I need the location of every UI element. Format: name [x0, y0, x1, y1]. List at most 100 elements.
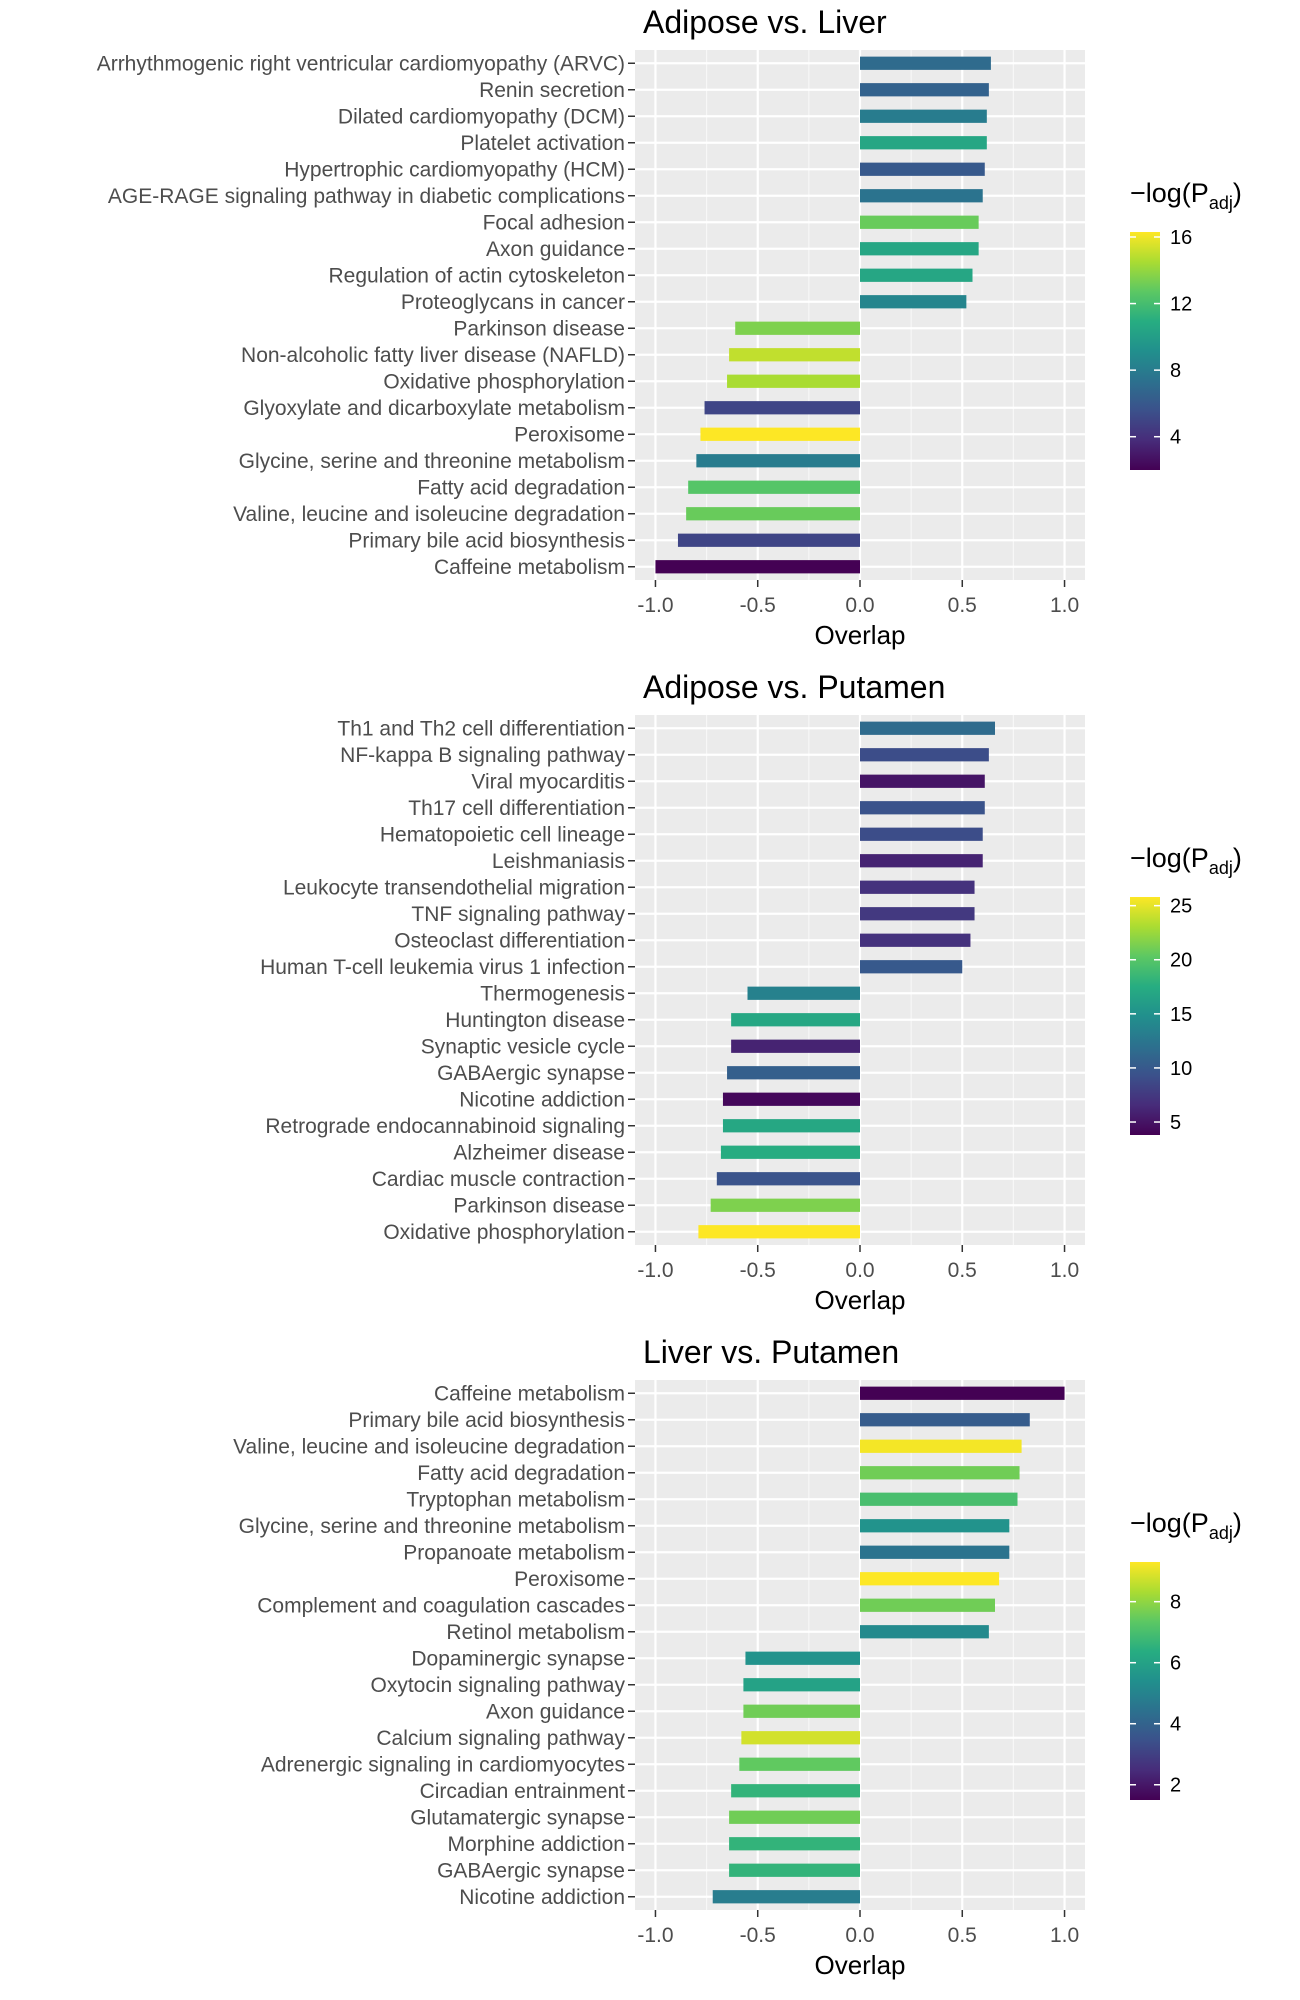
category-label: Thermogenesis: [480, 982, 625, 1005]
legend-tick-label: 4: [1170, 1714, 1181, 1736]
bar: [860, 827, 983, 841]
category-label: Viral myocarditis: [471, 770, 625, 793]
category-label: Dopaminergic synapse: [411, 1647, 625, 1670]
bar: [860, 295, 967, 309]
category-label: Regulation of actin cytoskeleton: [328, 264, 625, 287]
legend-tick-label: 5: [1170, 1112, 1181, 1134]
legend-title: −log(Padj): [1130, 1508, 1242, 1543]
category-label: Human T-cell leukemia virus 1 infection: [260, 956, 625, 979]
category-label: Calcium signaling pathway: [376, 1727, 625, 1750]
x-tick-label: -1.0: [637, 594, 673, 617]
bar: [860, 1439, 1022, 1453]
x-tick-label: 0.0: [845, 1259, 874, 1282]
bar: [860, 960, 963, 974]
category-label: Caffeine metabolism: [434, 1382, 625, 1405]
category-label: Complement and coagulation cascades: [257, 1594, 625, 1617]
category-label: AGE-RAGE signaling pathway in diabetic c…: [108, 185, 625, 208]
x-axis-title: Overlap: [814, 620, 905, 650]
legend-colorbar: [1130, 897, 1160, 1135]
chart-adipose-vs-putamen: Adipose vs. Putamen Th1 and Th2 cell diff…: [260, 669, 1242, 1315]
legend-title-close: ): [1233, 178, 1242, 208]
bar: [743, 1678, 860, 1692]
chart-panel-liver-putamen: Liver vs. Putamen Caffeine metabolism Prim…: [0, 1330, 1300, 2000]
category-label: Axon guidance: [486, 1700, 625, 1723]
category-label: Circadian entrainment: [420, 1780, 626, 1803]
category-label: Retrograde endocannabinoid signaling: [265, 1115, 625, 1138]
bar: [860, 1625, 989, 1639]
bar: [729, 1863, 860, 1877]
bar: [743, 1704, 860, 1718]
bar: [655, 560, 860, 574]
legend-title: −log(Padj): [1130, 843, 1242, 878]
bar: [696, 454, 860, 468]
category-label: Oxytocin signaling pathway: [371, 1674, 626, 1697]
bar: [860, 109, 987, 123]
bar: [731, 1039, 860, 1053]
category-label: Parkinson disease: [453, 1194, 625, 1217]
category-label: Hematopoietic cell lineage: [380, 823, 625, 846]
category-label: Primary bile acid biosynthesis: [348, 1409, 625, 1432]
bar: [860, 1572, 1000, 1586]
category-label: Tryptophan metabolism: [406, 1488, 625, 1511]
bar: [712, 1890, 860, 1904]
category-label: Glycine, serine and threonine metabolism: [239, 450, 625, 473]
x-tick-label: 0.5: [948, 1924, 977, 1947]
chart-title: Liver vs. Putamen: [643, 1334, 899, 1370]
category-label: Glycine, serine and threonine metabolism: [239, 1515, 625, 1538]
category-label: Peroxisome: [514, 1568, 625, 1591]
bar: [860, 1598, 995, 1612]
category-label: Glutamatergic synapse: [410, 1806, 625, 1829]
legend-tick-label: 16: [1170, 227, 1192, 249]
x-tick-label: 0.0: [845, 594, 874, 617]
x-tick-label: 1.0: [1050, 1924, 1079, 1947]
category-label: Fatty acid degradation: [417, 476, 625, 499]
bar: [735, 321, 860, 335]
legend-title-subscript: adj: [1209, 1523, 1233, 1543]
legend-title-main: −log(P: [1130, 178, 1209, 208]
category-label: Nicotine addiction: [459, 1886, 625, 1909]
bar: [860, 854, 983, 868]
legend-tick-label: 4: [1170, 427, 1181, 449]
bar: [729, 1837, 860, 1851]
chart-liver-vs-putamen: Liver vs. Putamen Caffeine metabolism Prim…: [233, 1334, 1242, 1980]
bar: [745, 1651, 860, 1665]
bar: [860, 774, 985, 788]
bar: [741, 1731, 860, 1745]
chart-panel-adipose-liver: Adipose vs. Liver Arrhythmogenic right ve…: [0, 0, 1300, 660]
bar: [727, 374, 860, 388]
legend-tick-label: 10: [1170, 1058, 1192, 1080]
category-label: Renin secretion: [479, 79, 625, 102]
legend-title-main: −log(P: [1130, 1508, 1209, 1538]
x-tick-label: 0.5: [948, 1259, 977, 1282]
category-label: Primary bile acid biosynthesis: [348, 529, 625, 552]
category-label: Parkinson disease: [453, 317, 625, 340]
category-label: TNF signaling pathway: [411, 903, 625, 926]
bar: [739, 1757, 860, 1771]
x-tick-label: -0.5: [740, 594, 776, 617]
bar: [860, 242, 979, 256]
category-label: Th1 and Th2 cell differentiation: [337, 717, 625, 740]
category-label: Th17 cell differentiation: [408, 797, 625, 820]
bar: [720, 1145, 860, 1159]
category-label: Adrenergic signaling in cardiomyocytes: [261, 1753, 625, 1776]
bar: [860, 907, 975, 921]
bar: [860, 1545, 1010, 1559]
category-label: Platelet activation: [460, 132, 625, 155]
x-tick-label: 0.5: [948, 594, 977, 617]
bar: [747, 986, 860, 1000]
x-tick-label: -0.5: [740, 1924, 776, 1947]
category-label: Proteoglycans in cancer: [401, 291, 625, 314]
bar: [860, 880, 975, 894]
x-tick-label: -1.0: [637, 1924, 673, 1947]
bar: [860, 933, 971, 947]
category-label: NF-kappa B signaling pathway: [340, 744, 625, 767]
bar: [860, 56, 991, 70]
bar: [860, 1413, 1030, 1427]
bar: [860, 162, 985, 176]
category-label: Peroxisome: [514, 423, 625, 446]
legend-colorbar: [1130, 1562, 1160, 1800]
x-tick-label: 1.0: [1050, 594, 1079, 617]
category-label: Osteoclast differentiation: [394, 929, 625, 952]
category-label: Axon guidance: [486, 238, 625, 261]
legend-title-main: −log(P: [1130, 843, 1209, 873]
